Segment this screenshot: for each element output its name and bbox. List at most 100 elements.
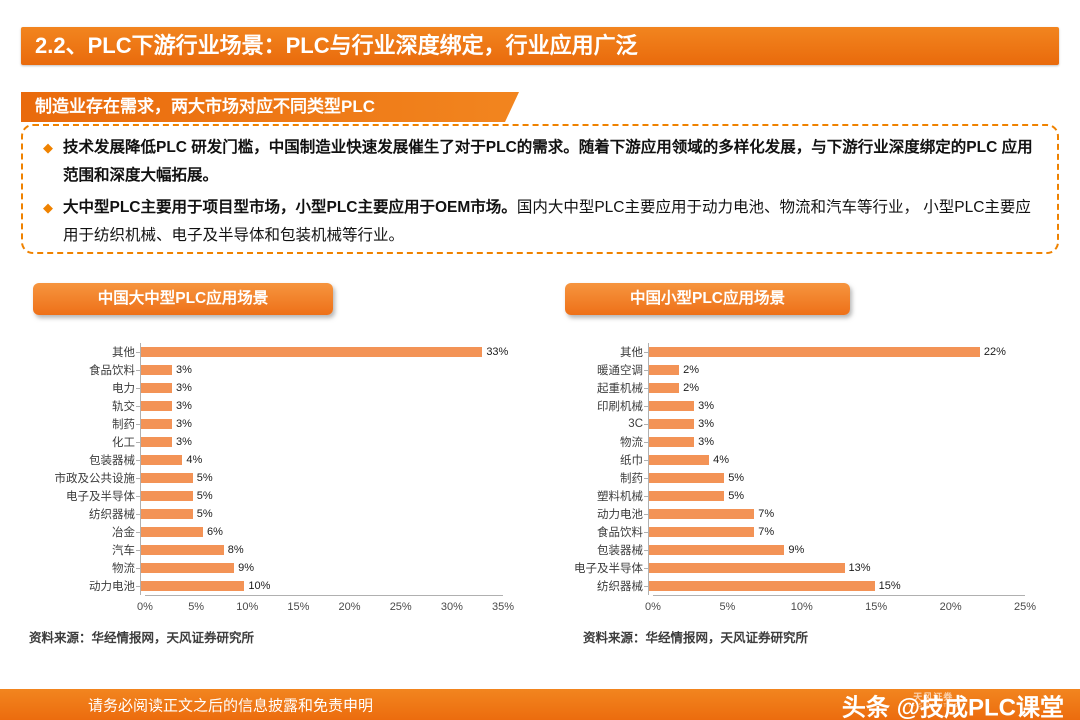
category-label: 食品饮料 [597,527,643,539]
x-tick-label: 0% [645,601,661,613]
value-label: 3% [176,382,192,394]
bar-track: 3% [136,397,503,415]
bar [141,581,245,591]
x-tick-label: 10% [790,601,813,613]
category-label: 制药 [620,473,643,485]
chart-source: 资料来源：华经情报网，天风证券研究所 [29,631,255,645]
chart-row: 纸巾 4% [565,451,1025,469]
value-label: 7% [758,526,775,538]
bullet-text: 大中型PLC主要用于项目型市场，小型PLC主要应用于OEM市场。国内大中型PLC… [63,194,1039,250]
chart-row: 纺织器械 15% [565,577,1025,595]
chart-row: 动力电池 7% [565,505,1025,523]
category-label: 汽车 [112,545,135,557]
chart-row: 起重机械 2% [565,379,1025,397]
bar [649,419,695,429]
value-label: 5% [196,508,213,520]
category-label: 包装器械 [89,455,135,467]
bullet-item: ◆ 技术发展降低PLC 研发门槛，中国制造业快速发展催生了对于PLC的需求。随着下… [37,134,1039,190]
bar-track: 3% [136,433,503,451]
category-label: 电子及半导体 [66,491,135,503]
bullet-segment: 技术发展降低PLC 研发门槛，中国制造业快速发展催生了对于PLC的需求。随着下游… [63,139,1033,184]
bar [649,527,755,537]
x-tick-label: 25% [1013,601,1037,613]
category-label: 起重机械 [597,383,643,395]
x-tick-label: 15% [287,601,310,613]
bar-track: 10% [136,577,503,595]
value-label: 15% [878,580,901,592]
category-label: 3C [628,418,643,430]
chart-row: 电力 3% [33,379,503,397]
bar [141,545,224,555]
value-label: 9% [238,562,254,574]
chart-rows: 其他 33% 食品饮料 3% 电力 3% 轨交 3% 制药 3% 化工 3% 包装器械 4% 市政及公共设施… [33,343,508,595]
value-label: 3% [698,418,715,430]
bar [649,401,695,411]
bar-track: 2% [644,379,1025,397]
bar [141,383,173,393]
category-label: 纺织器械 [597,581,643,593]
footer-disclaimer: 请务必阅读正文之后的信息披露和免责申明 [88,697,374,714]
value-label: 7% [758,508,775,520]
bar [141,491,193,501]
x-tick-label: 20% [338,601,361,613]
category-label: 其他 [620,347,643,359]
category-label: 电力 [112,383,135,395]
value-label: 5% [728,472,745,484]
category-label: 轨交 [112,401,135,413]
category-label: 冶金 [112,527,135,539]
bar [649,437,695,447]
chart-row: 市政及公共设施 5% [33,469,503,487]
chart-row: 制药 5% [565,469,1025,487]
watermark: 头条 @技成PLC课堂 [841,694,1064,720]
bar [649,563,845,573]
bar [141,563,235,573]
category-label: 纺织器械 [89,509,135,521]
value-label: 8% [227,544,244,556]
bar-track: 5% [136,505,503,523]
value-label: 5% [196,472,213,484]
bar-track: 3% [644,397,1025,415]
chart-title-badge: 中国小型PLC应用场景 [565,283,850,315]
bar [141,527,204,537]
bar-track: 2% [644,361,1025,379]
x-tick-label: 35% [491,601,515,613]
bar [649,473,725,483]
chart-row: 食品饮料 7% [565,523,1025,541]
x-axis: 0% 5% 10% 15% 20% 25% [645,595,1036,615]
bar-track: 6% [136,523,503,541]
bar-track: 3% [136,415,503,433]
x-tick-label: 10% [236,601,259,613]
bar-track: 9% [136,559,503,577]
value-label: 10% [248,580,271,592]
category-label: 化工 [112,437,135,449]
x-tick-label: 30% [440,601,463,613]
chart-row: 制药 3% [33,415,503,433]
bullet-segment: 大中型PLC主要用于项目型市场，小型PLC主要应用于OEM市场。 [63,199,517,216]
chart-row: 塑料机械 5% [565,487,1025,505]
bar-track: 5% [136,487,503,505]
bar-track: 3% [136,379,503,397]
charts-row: 中国大中型PLC应用场景 其他 33% 食品饮料 3% 电力 3% 轨交 3% 制药 3% 化工 3%… [0,283,1080,646]
category-label: 印刷机械 [597,401,643,413]
bar-track: 3% [136,361,503,379]
bar-track: 8% [136,541,503,559]
bullet-diamond-icon: ◆ [43,140,53,155]
chart-row: 其他 22% [565,343,1025,361]
category-label: 动力电池 [89,581,135,593]
value-label: 3% [176,400,192,412]
value-label: 2% [683,382,699,394]
bar-track: 5% [644,469,1025,487]
bar-track: 33% [136,343,508,361]
category-label: 动力电池 [597,509,643,521]
chart-small-plc: 中国小型PLC应用场景 其他 22% 暖通空调 2% 起重机械 2% 印刷机械 3% 3C 3% 物… [565,283,1036,646]
chart-row: 包装器械 9% [565,541,1025,559]
value-label: 3% [176,436,192,448]
category-label: 纸巾 [620,455,643,467]
bar [141,437,173,447]
chart-row: 汽车 8% [33,541,503,559]
chart-row: 物流 9% [33,559,503,577]
value-label: 3% [698,400,715,412]
bar-track: 22% [644,343,1025,361]
footer: 请务必阅读正文之后的信息披露和免责申明 天风证券 TF SECURITIES 头… [0,689,1080,720]
